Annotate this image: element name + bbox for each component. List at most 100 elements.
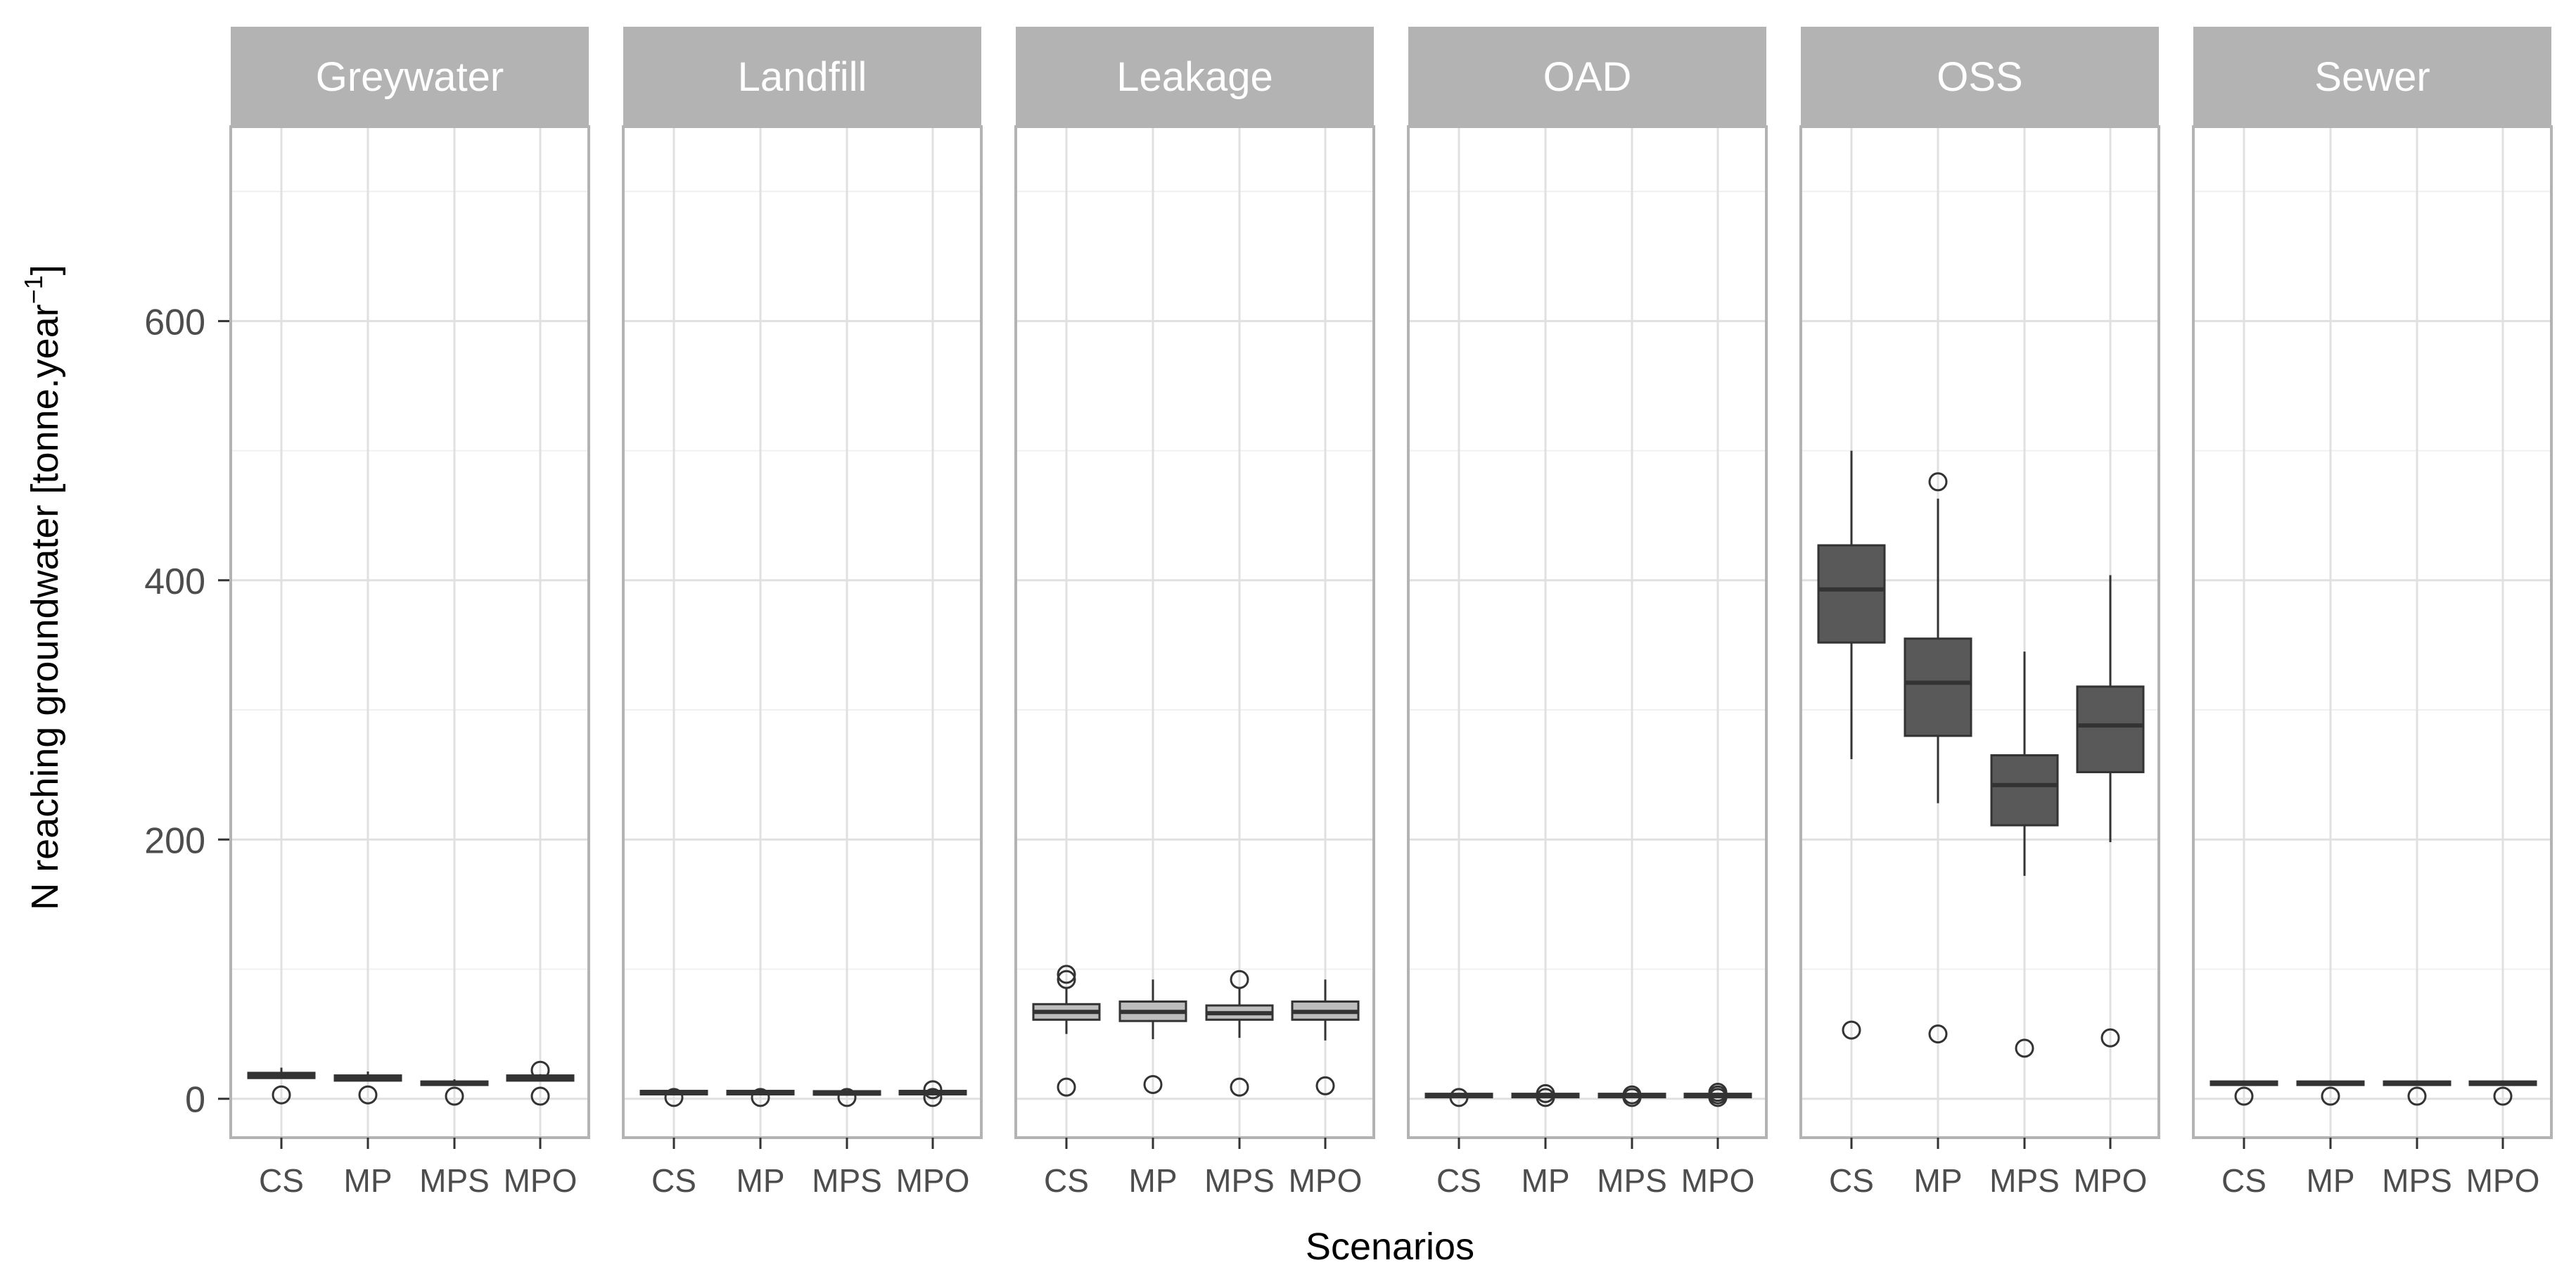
- outlier-point: [1842, 1020, 1861, 1040]
- facet-strip-label: Sewer: [2314, 54, 2430, 100]
- y-tick-label: 600: [144, 302, 205, 343]
- outlier-point: [445, 1086, 464, 1106]
- facet-strip-label: OSS: [1937, 54, 2023, 100]
- y-tick-label: 0: [185, 1080, 205, 1121]
- box-greywater-mpo: [506, 1060, 575, 1106]
- panel-leakage: Leakage CS MP MPS MPO: [1014, 27, 1375, 1199]
- facet-strip-label: OAD: [1543, 54, 1632, 100]
- box-greywater-mp: [333, 1072, 402, 1105]
- box-oad-mps: [1598, 1085, 1666, 1107]
- outlier-point: [923, 1080, 943, 1100]
- outlier-point: [2015, 1038, 2034, 1058]
- x-tick-label: MP: [1129, 1162, 1178, 1199]
- box-oad-mp: [1511, 1083, 1580, 1107]
- outlier-point: [2493, 1086, 2513, 1106]
- box-oad-cs: [1424, 1088, 1493, 1107]
- box-sewer-cs: [2210, 1080, 2278, 1106]
- outlier-point: [923, 1088, 943, 1107]
- outlier-point: [1057, 1077, 1076, 1097]
- y-axis-title-main: N reaching groundwater [tonne.year: [24, 304, 66, 910]
- panel-border: [622, 125, 983, 1139]
- facet-strip: [1801, 27, 2159, 127]
- box-leakage-mps: [1205, 970, 1274, 1097]
- panel-border: [229, 125, 590, 1139]
- facet-strip: [1016, 27, 1374, 127]
- box-landfill-mp: [726, 1088, 795, 1107]
- y-axis-title-superscript: −1: [19, 275, 48, 304]
- outlier-point: [272, 1085, 291, 1105]
- facet-strip: [623, 27, 981, 127]
- facet-strip: [231, 27, 589, 127]
- panel-background: [623, 127, 981, 1138]
- panel-background: [1016, 127, 1374, 1138]
- box-iqr: [1817, 544, 1886, 644]
- y-axis-ticks: 0 200 400 600: [144, 302, 231, 1121]
- panel-background: [2193, 127, 2551, 1138]
- y-axis-title-text: N reaching groundwater [tonne.year−1]: [19, 265, 66, 910]
- x-tick-label: MP: [737, 1162, 785, 1199]
- box-oss-mp: [1904, 472, 1972, 1044]
- outlier-point: [1230, 1077, 1249, 1097]
- panel-sewer: Sewer CS MP MPS MPO: [2192, 27, 2553, 1199]
- box-iqr: [1904, 637, 1972, 737]
- outlier-point: [1622, 1088, 1642, 1107]
- facet-strip-label: Landfill: [738, 54, 867, 100]
- outlier-point: [1928, 1024, 1948, 1044]
- box-landfill-mpo: [898, 1080, 967, 1107]
- outlier-point: [1315, 1076, 1335, 1095]
- box-sewer-mpo: [2468, 1080, 2537, 1106]
- outlier-point: [664, 1088, 684, 1107]
- x-tick-label: MPS: [2382, 1162, 2452, 1199]
- x-axis-title: Scenarios: [1306, 1226, 1474, 1268]
- x-tick-label: MPS: [419, 1162, 490, 1199]
- x-tick-label: MPS: [812, 1162, 882, 1199]
- panel-border: [1799, 125, 2160, 1139]
- x-tick-label: MP: [1914, 1162, 1963, 1199]
- x-tick-label: MPO: [1289, 1162, 1363, 1199]
- box-greywater-mps: [420, 1079, 489, 1106]
- x-tick-label: CS: [2221, 1162, 2266, 1199]
- outlier-point: [751, 1088, 770, 1107]
- y-tick-label: 400: [144, 561, 205, 602]
- x-tick-label: MPO: [1681, 1162, 1755, 1199]
- x-tick-label: MP: [2307, 1162, 2355, 1199]
- y-tick-label: 200: [144, 820, 205, 861]
- outlier-point: [1057, 970, 1076, 989]
- outlier-point: [1230, 970, 1249, 989]
- box-leakage-cs: [1032, 965, 1101, 1097]
- box-iqr: [1990, 754, 2059, 827]
- outlier-point: [2321, 1086, 2340, 1106]
- outlier-point: [1057, 965, 1076, 984]
- box-oss-mpo: [2076, 575, 2145, 1048]
- outlier-point: [1449, 1088, 1469, 1107]
- panel-border: [1407, 125, 1768, 1139]
- panel-oss: OSS CS MP MPS MPO: [1799, 27, 2160, 1199]
- panel-background: [1408, 127, 1766, 1138]
- outlier-point: [2407, 1086, 2427, 1106]
- outlier-point: [2100, 1028, 2120, 1048]
- x-tick-label: MPO: [896, 1162, 970, 1199]
- box-landfill-mps: [812, 1088, 881, 1107]
- box-landfill-cs: [639, 1088, 708, 1107]
- outlier-point: [2234, 1086, 2254, 1106]
- facet-strip-label: Greywater: [316, 54, 504, 100]
- x-tick-label: MPS: [1597, 1162, 1667, 1199]
- box-iqr: [2076, 685, 2145, 773]
- x-tick-label: CS: [651, 1162, 696, 1199]
- x-tick-label: MPS: [1989, 1162, 2060, 1199]
- x-tick-label: CS: [1829, 1162, 1874, 1199]
- outlier-point: [1928, 472, 1948, 492]
- panel-border: [2192, 125, 2553, 1139]
- x-tick-label: MPO: [2466, 1162, 2540, 1199]
- x-tick-label: MP: [344, 1162, 393, 1199]
- outlier-point: [1708, 1088, 1728, 1107]
- facet-strip: [1408, 27, 1766, 127]
- outlier-point: [1143, 1074, 1163, 1094]
- box-sewer-mp: [2296, 1080, 2365, 1106]
- box-oad-mpo: [1683, 1083, 1752, 1107]
- panel-landfill: Landfill CS MP MPS MPO: [622, 27, 983, 1199]
- facet-strip: [2193, 27, 2551, 127]
